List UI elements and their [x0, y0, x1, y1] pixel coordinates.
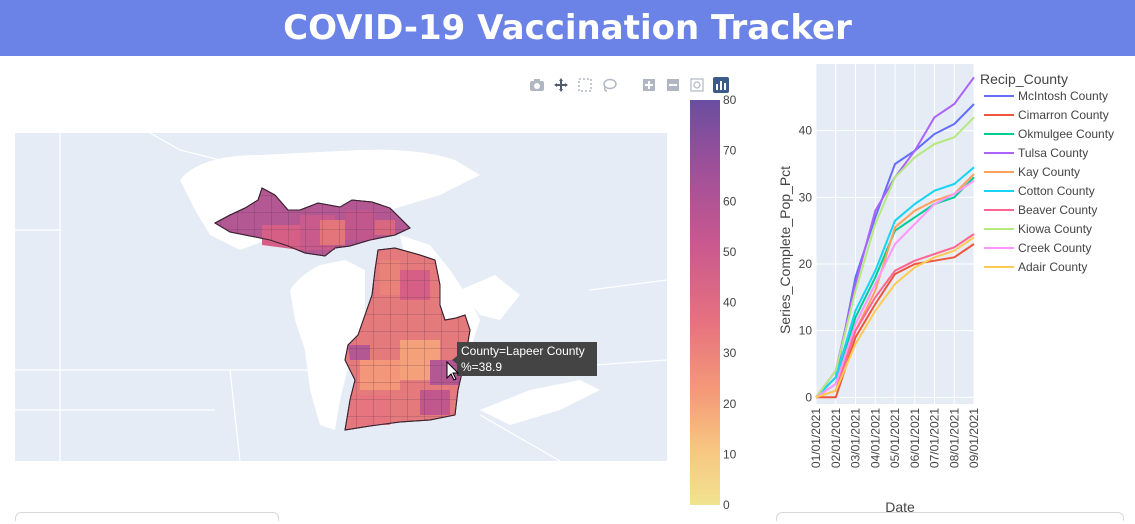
series-line-cotton-county[interactable] [815, 166, 975, 399]
y-tick-label: 10 [799, 324, 813, 338]
x-tick-label: 09/01/2021 [967, 408, 981, 468]
zoom-out-icon[interactable] [664, 76, 682, 94]
colorbar-tick-label: 70 [723, 144, 737, 158]
tooltip-county: County=Lapeer County [461, 344, 585, 358]
legend-item-label[interactable]: Cimarron County [1018, 108, 1109, 122]
y-tick-label: 20 [799, 257, 813, 271]
colorbar [690, 100, 720, 505]
y-tick-label: 0 [805, 390, 812, 404]
legend-item-label[interactable]: Creek County [1018, 241, 1091, 255]
colorbar-tick-label: 40 [723, 296, 737, 310]
x-tick-label: 04/01/2021 [868, 408, 882, 468]
colorbar-tick-label: 50 [723, 245, 737, 259]
colorbar-tick-label: 10 [723, 447, 737, 461]
choropleth-map-panel: 80 70 60 50 40 30 20 10 0 County=Lapeer County %… [0, 60, 760, 519]
reset-view-icon[interactable] [688, 76, 706, 94]
y-gridlines [816, 130, 974, 398]
series-line-creek-county[interactable] [815, 179, 975, 399]
x-tick-label: 05/01/2021 [888, 408, 902, 468]
bottom-card-left [15, 512, 279, 521]
map-modebar [528, 74, 730, 96]
hover-tooltip: County=Lapeer County %=38.9 [452, 342, 597, 376]
legend-title: Recip_County [980, 71, 1068, 87]
plotly-logo-icon[interactable] [712, 76, 730, 94]
line-chart-panel: 0 10 20 30 40 01/01/2021 02/01/2021 03/01/2021… [760, 60, 1135, 519]
tooltip-value: %=38.9 [461, 360, 502, 374]
legend-item-label[interactable]: Kiowa County [1018, 222, 1092, 236]
bottom-card-right [776, 512, 1124, 521]
camera-icon[interactable] [528, 76, 546, 94]
legend-item-label[interactable]: Tulsa County [1018, 146, 1088, 160]
colorbar-tick-label: 20 [723, 397, 737, 411]
y-axis-title: Series_Complete_Pop_Pct [777, 166, 793, 334]
series-line-kiowa-county[interactable] [815, 116, 975, 398]
upper-peninsula-counties [213, 187, 411, 257]
series-lines [815, 76, 975, 399]
page-title: COVID-19 Vaccination Tracker [0, 0, 1135, 56]
legend-item-label[interactable]: McIntosh County [1018, 89, 1108, 103]
legend-item-label[interactable]: Kay County [1018, 165, 1080, 179]
series-line-adair-county[interactable] [815, 236, 975, 399]
lower-peninsula-counties [344, 247, 471, 431]
x-tick-label: 06/01/2021 [908, 408, 922, 468]
map-svg: 80 70 60 50 40 30 20 10 0 County=Lapeer County %… [15, 93, 737, 512]
colorbar-tick-label: 60 [723, 194, 737, 208]
y-tick-label: 40 [799, 124, 813, 138]
box-select-icon[interactable] [576, 76, 594, 94]
x-tick-label: 08/01/2021 [947, 408, 961, 468]
x-gridlines [815, 64, 975, 404]
zoom-in-icon[interactable] [640, 76, 658, 94]
x-axis-title: Date [885, 499, 915, 515]
x-tick-labels: 01/01/2021 02/01/2021 03/01/2021 04/01/2021… [809, 408, 981, 468]
lasso-select-icon[interactable] [600, 76, 618, 94]
legend: McIntosh County Cimarron County Okmulgee C… [984, 89, 1114, 274]
colorbar-tick-label: 30 [723, 346, 737, 360]
series-line-beaver-county[interactable] [815, 233, 975, 399]
colorbar-tick-label: 0 [723, 498, 730, 512]
line-chart-svg: 0 10 20 30 40 01/01/2021 02/01/2021 03/01/2021… [777, 64, 1114, 515]
y-tick-label: 30 [799, 190, 813, 204]
y-tick-labels: 0 10 20 30 40 [799, 124, 813, 405]
colorbar-ticks: 80 70 60 50 40 30 20 10 0 [723, 93, 737, 512]
legend-item-label[interactable]: Adair County [1018, 260, 1087, 274]
x-tick-label: 03/01/2021 [849, 408, 863, 468]
pan-move-icon[interactable] [552, 76, 570, 94]
mouse-cursor-icon [446, 360, 460, 381]
colorbar-tick-label: 80 [723, 93, 737, 107]
x-tick-label: 07/01/2021 [928, 408, 942, 468]
legend-item-label[interactable]: Okmulgee County [1018, 127, 1114, 141]
x-tick-label: 01/01/2021 [809, 408, 823, 468]
legend-item-label[interactable]: Cotton County [1018, 184, 1095, 198]
x-tick-label: 02/01/2021 [829, 408, 843, 468]
legend-item-label[interactable]: Beaver County [1018, 203, 1097, 217]
